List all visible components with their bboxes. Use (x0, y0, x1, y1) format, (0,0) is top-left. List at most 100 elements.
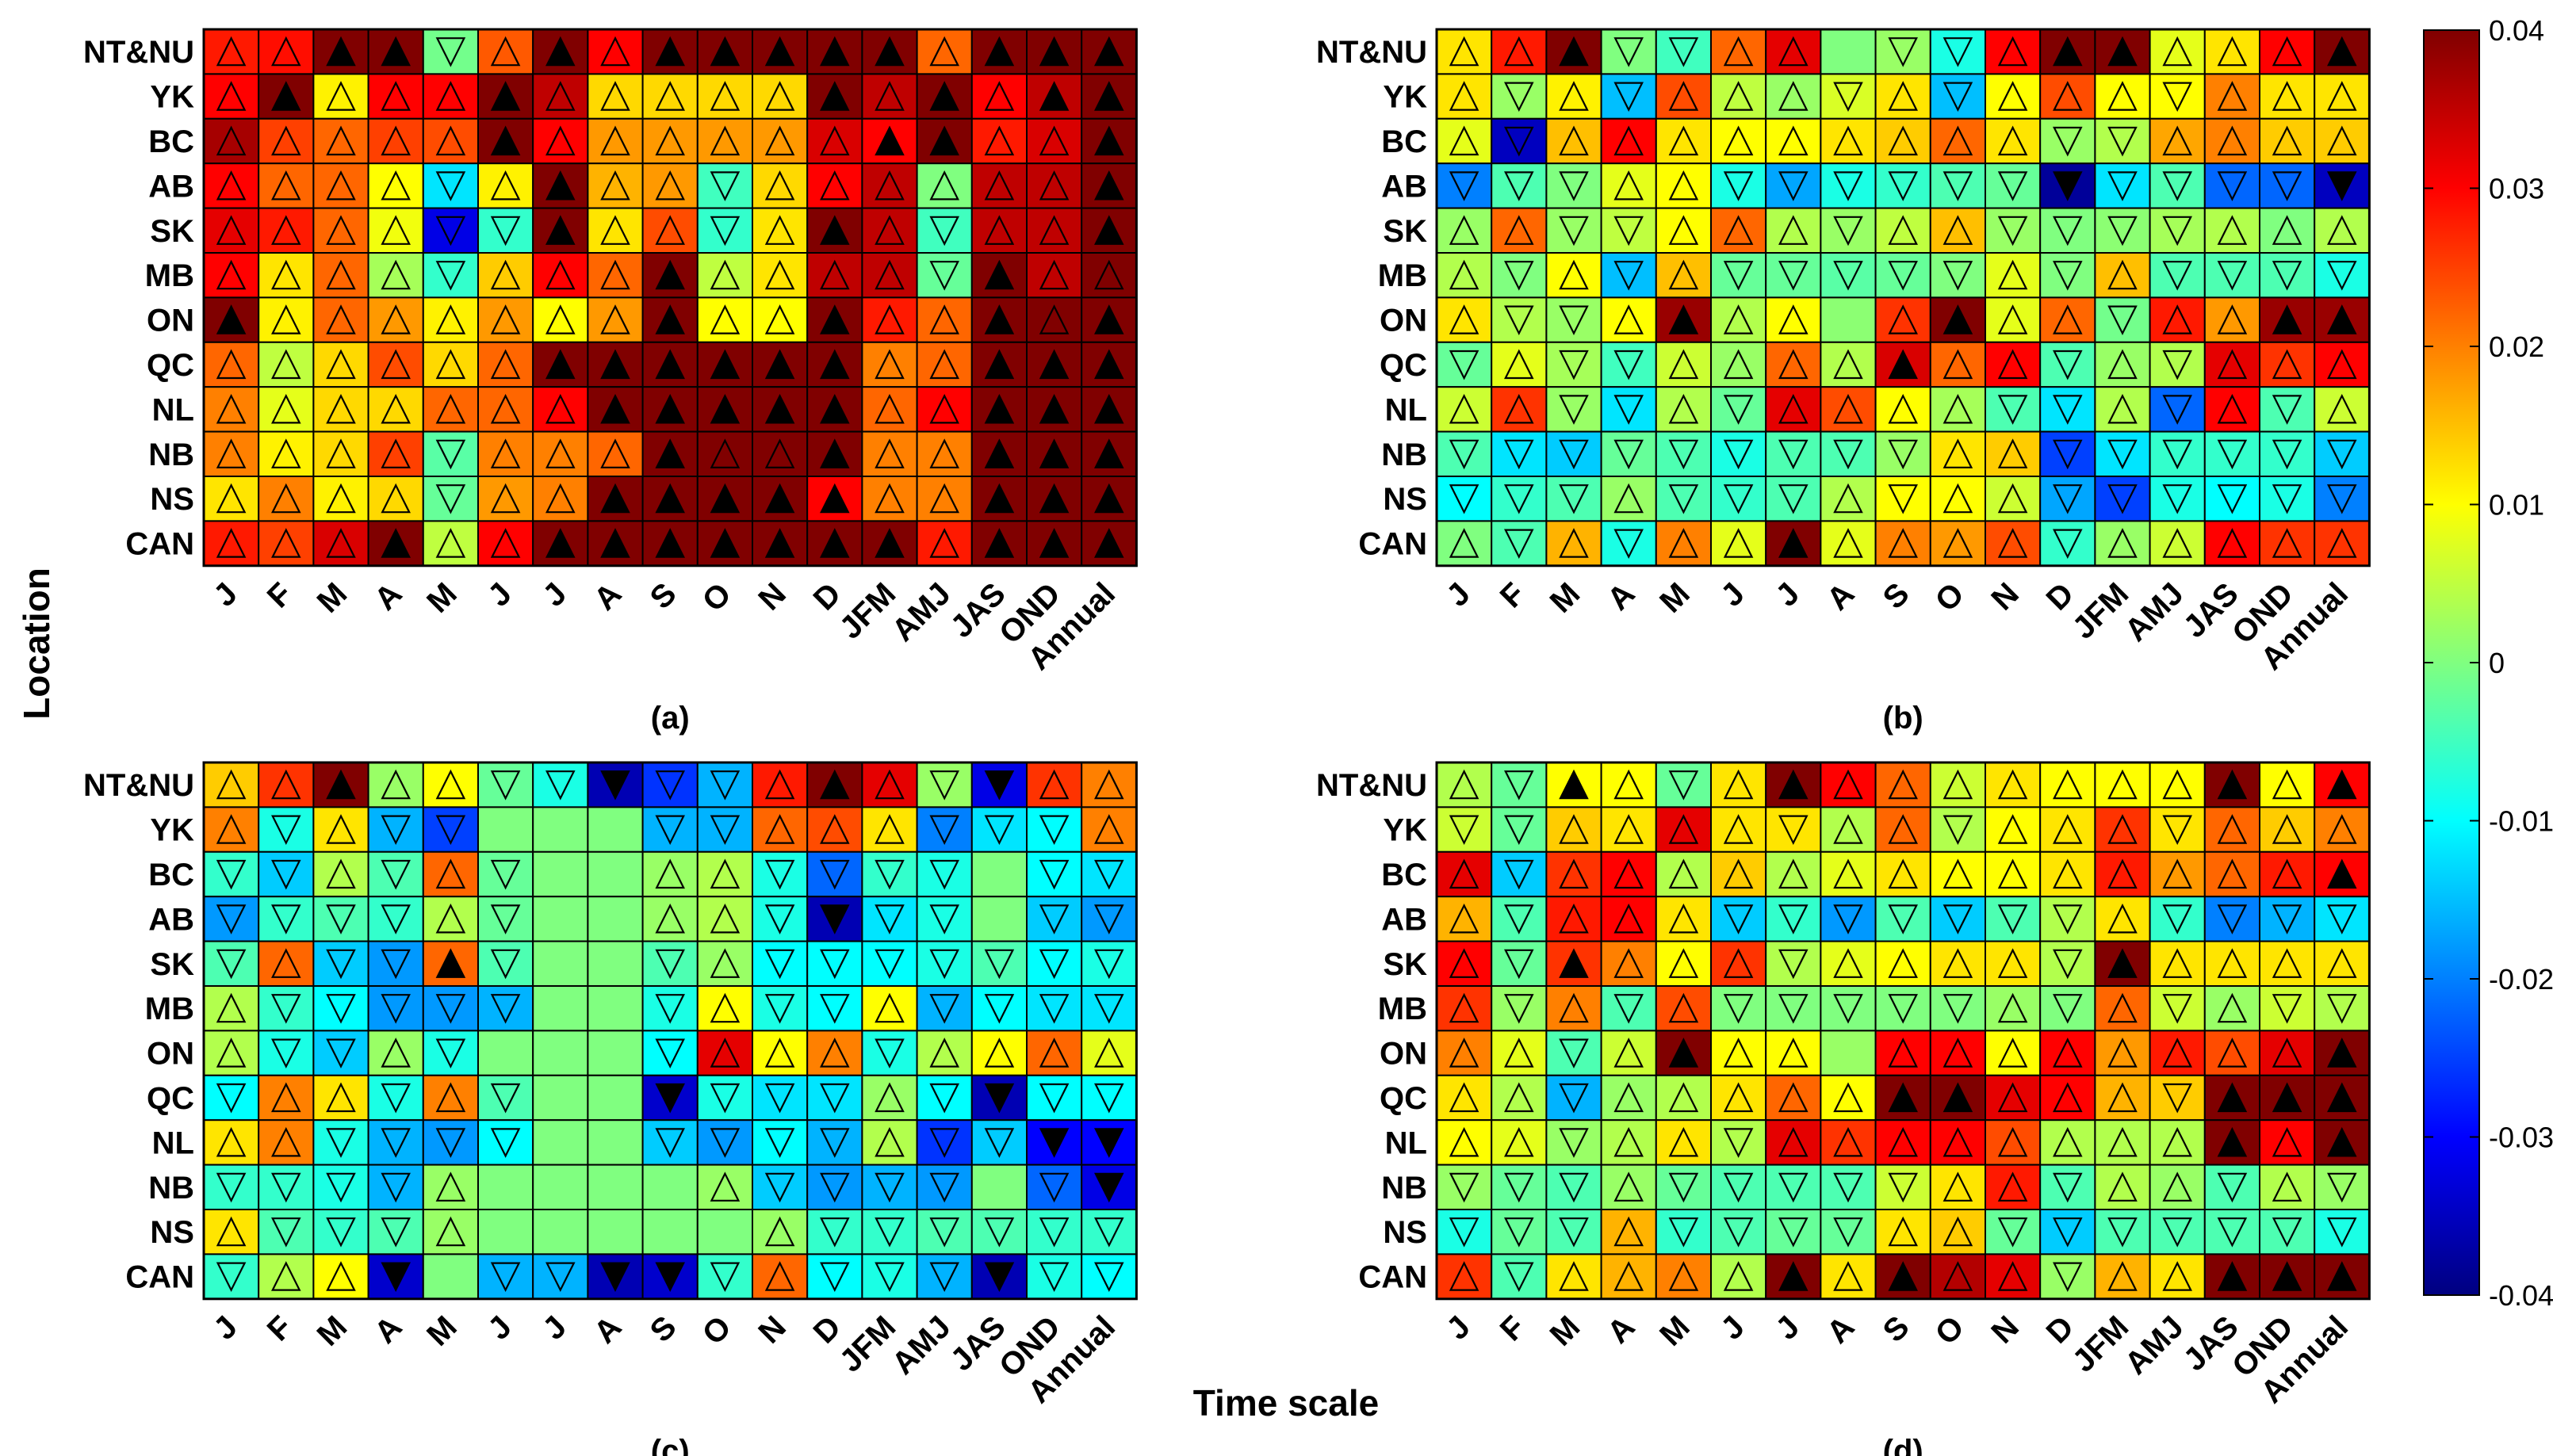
trend-up-marker (1449, 1038, 1479, 1068)
trend-up-marker (435, 858, 466, 889)
trend-up-marker (216, 393, 247, 424)
heatmap-cell (1600, 520, 1657, 567)
column-label: J (1714, 1309, 1751, 1347)
trend-up-marker (1997, 438, 2028, 468)
heatmap-cell (861, 73, 918, 120)
trend-up-marker (710, 1171, 741, 1202)
trend-up-marker (326, 349, 356, 380)
heatmap-cell (752, 985, 809, 1032)
heatmap-cell (1655, 117, 1713, 165)
trend-down-marker (271, 859, 301, 890)
trend-down-marker (435, 439, 466, 470)
trend-down-marker (2217, 261, 2248, 291)
trend-up-marker (600, 304, 630, 334)
trend-up-significant-marker (2107, 948, 2138, 978)
heatmap-cell (422, 520, 479, 567)
trend-down-marker (2327, 261, 2357, 291)
trend-up-marker (326, 528, 356, 558)
heatmap-cell (1710, 341, 1767, 388)
column-label: AMJ (886, 1309, 958, 1381)
heatmap-cell (1655, 430, 1713, 477)
panel-frame (1435, 28, 2371, 567)
heatmap-cell (1765, 162, 1822, 209)
heatmap-cell (532, 1164, 589, 1210)
heatmap-cell (1929, 430, 1987, 477)
heatmap-cell (1874, 850, 1931, 898)
heatmap-cell (532, 73, 589, 120)
trend-up-marker (875, 814, 905, 844)
heatmap-cell (422, 1209, 479, 1255)
trend-up-marker (271, 125, 301, 156)
heatmap-cell (2149, 1253, 2206, 1300)
trend-up-marker (875, 215, 905, 245)
trend-up-marker (490, 483, 521, 514)
heatmap-cell (1545, 1253, 1602, 1300)
heatmap-cell (258, 430, 315, 477)
heatmap-cell (1929, 73, 1987, 120)
heatmap-cell (970, 1030, 1028, 1076)
trend-up-marker (2053, 1126, 2083, 1157)
trend-down-marker (1778, 904, 1809, 934)
trend-down-marker (1504, 171, 1534, 201)
column-label: S (644, 576, 683, 616)
trend-up-marker (1723, 1038, 1754, 1068)
trend-up-marker (1504, 1038, 1534, 1068)
column-label: D (2040, 1309, 2081, 1351)
heatmap-cell (422, 896, 479, 942)
heatmap-cell (1545, 850, 1602, 898)
heatmap-cell (1655, 73, 1713, 120)
trend-up-significant-marker (710, 393, 741, 424)
heatmap-cell (422, 1074, 479, 1122)
heatmap-cell (861, 386, 918, 433)
row-label: AB (148, 902, 194, 937)
heatmap-cell (1710, 73, 1767, 120)
trend-up-marker (1888, 81, 1918, 111)
heatmap-cell (312, 1030, 369, 1076)
trend-down-marker (929, 1172, 959, 1203)
heatmap-cell (2149, 850, 2206, 898)
trend-up-marker (1942, 1216, 1973, 1247)
trend-up-marker (271, 483, 301, 514)
heatmap-cell (1929, 29, 1987, 75)
trend-up-marker (1942, 948, 1973, 978)
trend-down-marker (764, 1172, 795, 1203)
trend-up-marker (929, 349, 959, 380)
heatmap-cell (1545, 207, 1602, 254)
trend-up-marker (271, 259, 301, 290)
trend-up-significant-marker (545, 215, 576, 245)
heatmap-cell (2094, 1074, 2151, 1122)
heatmap-cell (367, 162, 424, 209)
heatmap-cell (970, 850, 1028, 898)
trend-up-marker (1613, 1171, 1644, 1202)
trend-up-marker (1997, 1126, 2028, 1157)
trend-down-marker (216, 1083, 247, 1114)
trend-up-marker (1039, 259, 1070, 290)
heatmap-cell (367, 806, 424, 853)
row-label: NL (152, 392, 194, 427)
heatmap-cell (806, 1164, 863, 1210)
trend-up-marker (1559, 259, 1589, 290)
heatmap-cell (2149, 940, 2206, 987)
trend-up-marker (1833, 528, 1863, 558)
trend-down-marker (1039, 949, 1070, 980)
trend-down-significant-marker (1094, 1128, 1124, 1158)
trend-up-significant-marker (875, 125, 905, 156)
trend-down-marker (929, 949, 959, 980)
heatmap-cell (1985, 29, 2042, 75)
heatmap-cell (1874, 29, 1931, 75)
heatmap-cell (258, 341, 315, 388)
heatmap-cell (916, 207, 973, 254)
trend-up-marker (545, 483, 576, 514)
column-label: M (311, 576, 354, 620)
trend-up-marker (1888, 948, 1918, 978)
heatmap-cell (2259, 73, 2316, 120)
heatmap-cell (1985, 162, 2042, 209)
trend-up-significant-marker (1039, 36, 1070, 67)
trend-up-marker (1942, 1261, 1973, 1291)
trend-down-marker (1723, 261, 1754, 291)
trend-down-marker (381, 1172, 411, 1203)
heatmap-cell (1710, 1119, 1767, 1166)
heatmap-cell (203, 73, 260, 120)
trend-up-marker (216, 349, 247, 380)
